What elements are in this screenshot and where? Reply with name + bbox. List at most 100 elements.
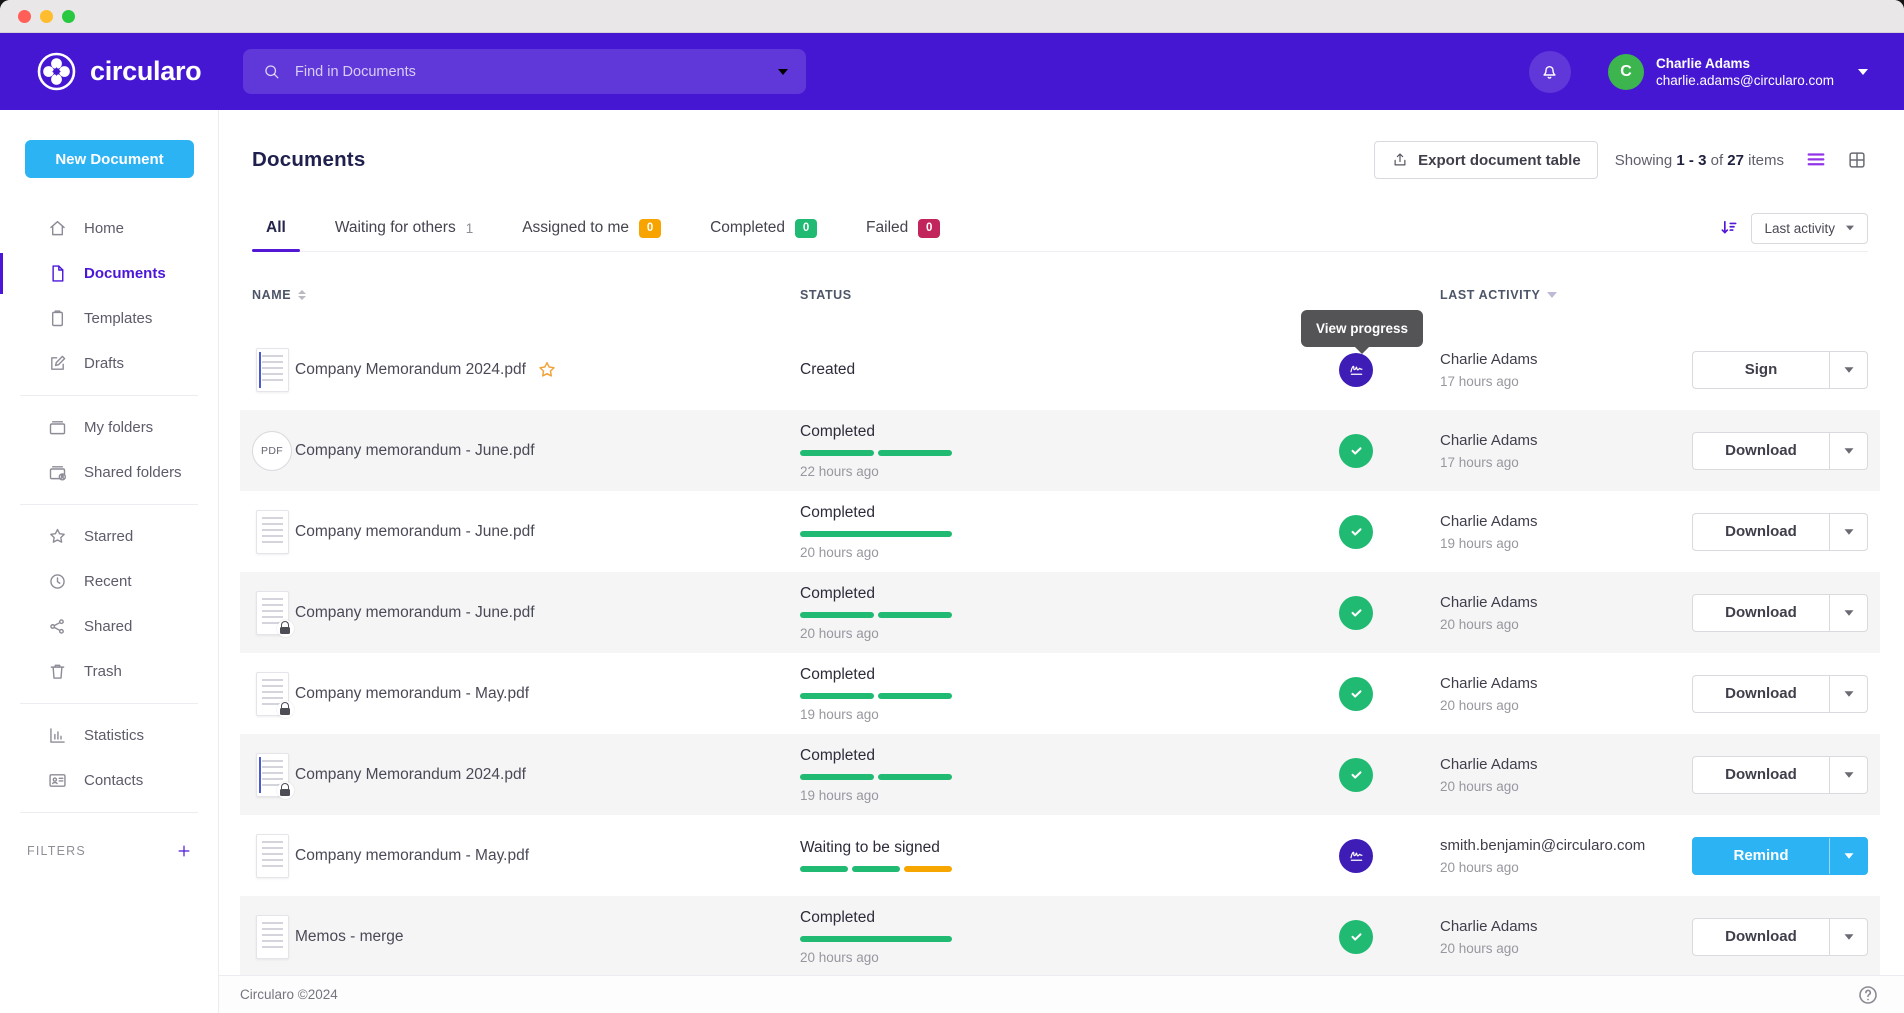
- completed-check-icon[interactable]: [1339, 919, 1373, 954]
- row-action-button[interactable]: Remind: [1692, 836, 1868, 875]
- table-row[interactable]: PDF Company memorandum - June.pdf Comple…: [240, 410, 1880, 491]
- document-thumbnail-icon: [255, 590, 294, 637]
- column-header-name[interactable]: NAME: [252, 288, 307, 302]
- row-action-button[interactable]: Download: [1692, 674, 1868, 713]
- row-action-label[interactable]: Remind: [1693, 837, 1830, 874]
- sidebar-item-label: Documents: [84, 265, 166, 282]
- trash-icon: [47, 661, 68, 682]
- row-action-button[interactable]: Sign: [1692, 350, 1868, 389]
- grid-view-button[interactable]: [1846, 149, 1868, 171]
- sidebar-item[interactable]: Documents: [0, 251, 218, 296]
- table-row[interactable]: Company memorandum - May.pdf Waiting to …: [240, 815, 1880, 896]
- row-action-dropdown[interactable]: [1830, 757, 1867, 793]
- help-button[interactable]: [1856, 983, 1880, 1007]
- signature-progress-icon[interactable]: [1339, 838, 1373, 873]
- row-action-button[interactable]: Download: [1692, 431, 1868, 470]
- add-filter-button[interactable]: [175, 842, 193, 860]
- tab[interactable]: Assigned to me 0: [508, 205, 675, 251]
- last-activity-user: Charlie Adams: [1440, 431, 1538, 449]
- tab[interactable]: Failed 0: [852, 205, 954, 251]
- zoom-window-button[interactable]: [62, 9, 75, 23]
- completed-check-icon[interactable]: [1339, 514, 1373, 549]
- completed-check-icon[interactable]: [1339, 676, 1373, 711]
- sidebar-item[interactable]: Shared: [0, 604, 218, 649]
- table-row[interactable]: Company memorandum - June.pdf Completed …: [240, 572, 1880, 653]
- tab-label: Completed: [710, 219, 786, 236]
- row-action-dropdown[interactable]: [1830, 595, 1867, 631]
- sidebar-item[interactable]: Contacts: [0, 758, 218, 803]
- row-action-label[interactable]: Sign: [1693, 351, 1830, 388]
- tab[interactable]: All: [252, 205, 300, 252]
- export-document-table-button[interactable]: Export document table: [1374, 141, 1598, 179]
- sidebar-item[interactable]: Statistics: [0, 713, 218, 758]
- completed-check-icon[interactable]: [1339, 433, 1373, 468]
- status-time: 20 hours ago: [800, 544, 879, 560]
- star-icon[interactable]: [536, 359, 558, 381]
- row-action-dropdown[interactable]: [1830, 352, 1867, 388]
- last-activity-cell: Charlie Adams 20 hours ago: [1440, 896, 1538, 977]
- sidebar-item[interactable]: Home: [0, 206, 218, 251]
- list-view-button[interactable]: [1805, 149, 1827, 171]
- sort-by-dropdown[interactable]: Last activity: [1751, 212, 1868, 244]
- sidebar-item-label: Shared: [84, 618, 133, 635]
- row-action-dropdown[interactable]: [1830, 514, 1867, 550]
- row-action-label[interactable]: Download: [1693, 918, 1830, 955]
- edit-icon: [47, 353, 68, 374]
- signature-progress-icon[interactable]: [1339, 352, 1373, 387]
- row-action-label[interactable]: Download: [1693, 432, 1830, 469]
- row-action-dropdown[interactable]: [1830, 676, 1867, 712]
- document-name[interactable]: Company Memorandum 2024.pdf: [295, 360, 526, 378]
- row-action-label[interactable]: Download: [1693, 594, 1830, 631]
- sidebar-item[interactable]: Drafts: [0, 341, 218, 386]
- sidebar-item[interactable]: Shared folders: [0, 450, 218, 495]
- table-row[interactable]: Company Memorandum 2024.pdf Created: [240, 329, 1880, 410]
- tab[interactable]: Completed 0: [696, 205, 831, 251]
- document-name[interactable]: Company Memorandum 2024.pdf: [295, 765, 526, 783]
- close-window-button[interactable]: [18, 9, 31, 23]
- document-name[interactable]: Company memorandum - June.pdf: [295, 603, 535, 621]
- search-scope-dropdown-icon[interactable]: [778, 68, 788, 75]
- row-action-dropdown[interactable]: [1830, 433, 1867, 469]
- status-cell: Completed 19 hours ago: [800, 734, 960, 815]
- column-header-last-activity[interactable]: LAST ACTIVITY: [1440, 288, 1558, 302]
- row-action-dropdown[interactable]: [1830, 838, 1867, 874]
- sidebar-item[interactable]: Starred: [0, 514, 218, 559]
- minimize-window-button[interactable]: [40, 9, 53, 23]
- row-action-button[interactable]: Download: [1692, 593, 1868, 632]
- new-document-button[interactable]: New Document: [25, 140, 194, 178]
- completed-check-icon[interactable]: [1339, 595, 1373, 630]
- last-activity-time: 20 hours ago: [1440, 778, 1519, 794]
- row-action-button[interactable]: Download: [1692, 512, 1868, 551]
- row-action-label[interactable]: Download: [1693, 513, 1830, 550]
- search-input[interactable]: [295, 63, 778, 80]
- column-header-status[interactable]: STATUS: [800, 288, 852, 302]
- sidebar-item[interactable]: Templates: [0, 296, 218, 341]
- document-name[interactable]: Company memorandum - June.pdf: [295, 441, 535, 459]
- row-action-label[interactable]: Download: [1693, 675, 1830, 712]
- brand-name: circularo: [90, 56, 202, 86]
- document-name[interactable]: Company memorandum - May.pdf: [295, 684, 530, 702]
- table-row[interactable]: Company memorandum - May.pdf Completed 1…: [240, 653, 1880, 734]
- table-row[interactable]: Company Memorandum 2024.pdf Completed 19…: [240, 734, 1880, 815]
- notifications-button[interactable]: [1528, 50, 1571, 93]
- row-action-button[interactable]: Download: [1692, 917, 1868, 956]
- tab[interactable]: Waiting for others 1: [321, 205, 487, 251]
- document-name[interactable]: Memos - merge: [295, 927, 404, 945]
- sidebar-item[interactable]: Trash: [0, 649, 218, 694]
- row-action-dropdown[interactable]: [1830, 919, 1867, 955]
- global-search[interactable]: [243, 49, 806, 94]
- sort-direction-button[interactable]: [1719, 218, 1739, 238]
- stats-icon: [47, 725, 68, 746]
- circularo-logo[interactable]: circularo: [36, 51, 202, 92]
- table-row[interactable]: Memos - merge Completed 20 hours ago: [240, 896, 1880, 977]
- sidebar-item[interactable]: Recent: [0, 559, 218, 604]
- completed-check-icon[interactable]: [1339, 757, 1373, 792]
- table-row[interactable]: Company memorandum - June.pdf Completed …: [240, 491, 1880, 572]
- document-name[interactable]: Company memorandum - May.pdf: [295, 846, 530, 864]
- document-name[interactable]: Company memorandum - June.pdf: [295, 522, 535, 540]
- user-menu[interactable]: C Charlie Adams charlie.adams@circularo.…: [1607, 53, 1868, 90]
- row-action-button[interactable]: Download: [1692, 755, 1868, 794]
- sidebar-item[interactable]: My folders: [0, 405, 218, 450]
- row-action-label[interactable]: Download: [1693, 756, 1830, 793]
